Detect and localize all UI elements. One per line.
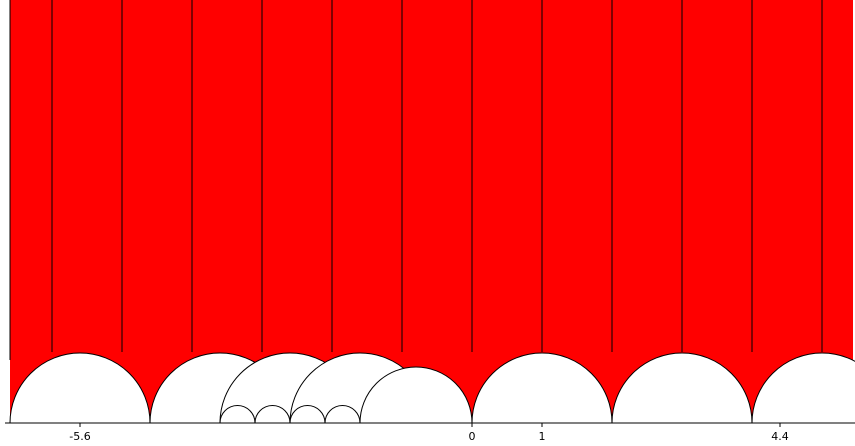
x-tick-label: 1: [539, 430, 546, 443]
x-tick-label: 4.4: [771, 430, 789, 443]
x-tick-label: -5.6: [69, 430, 90, 443]
x-tick-label: 0: [469, 430, 476, 443]
red-strips-layer: [10, 0, 853, 423]
x-axis-ticks: -5.6 0 1 4.4: [69, 423, 788, 443]
red-region: [10, 0, 853, 423]
